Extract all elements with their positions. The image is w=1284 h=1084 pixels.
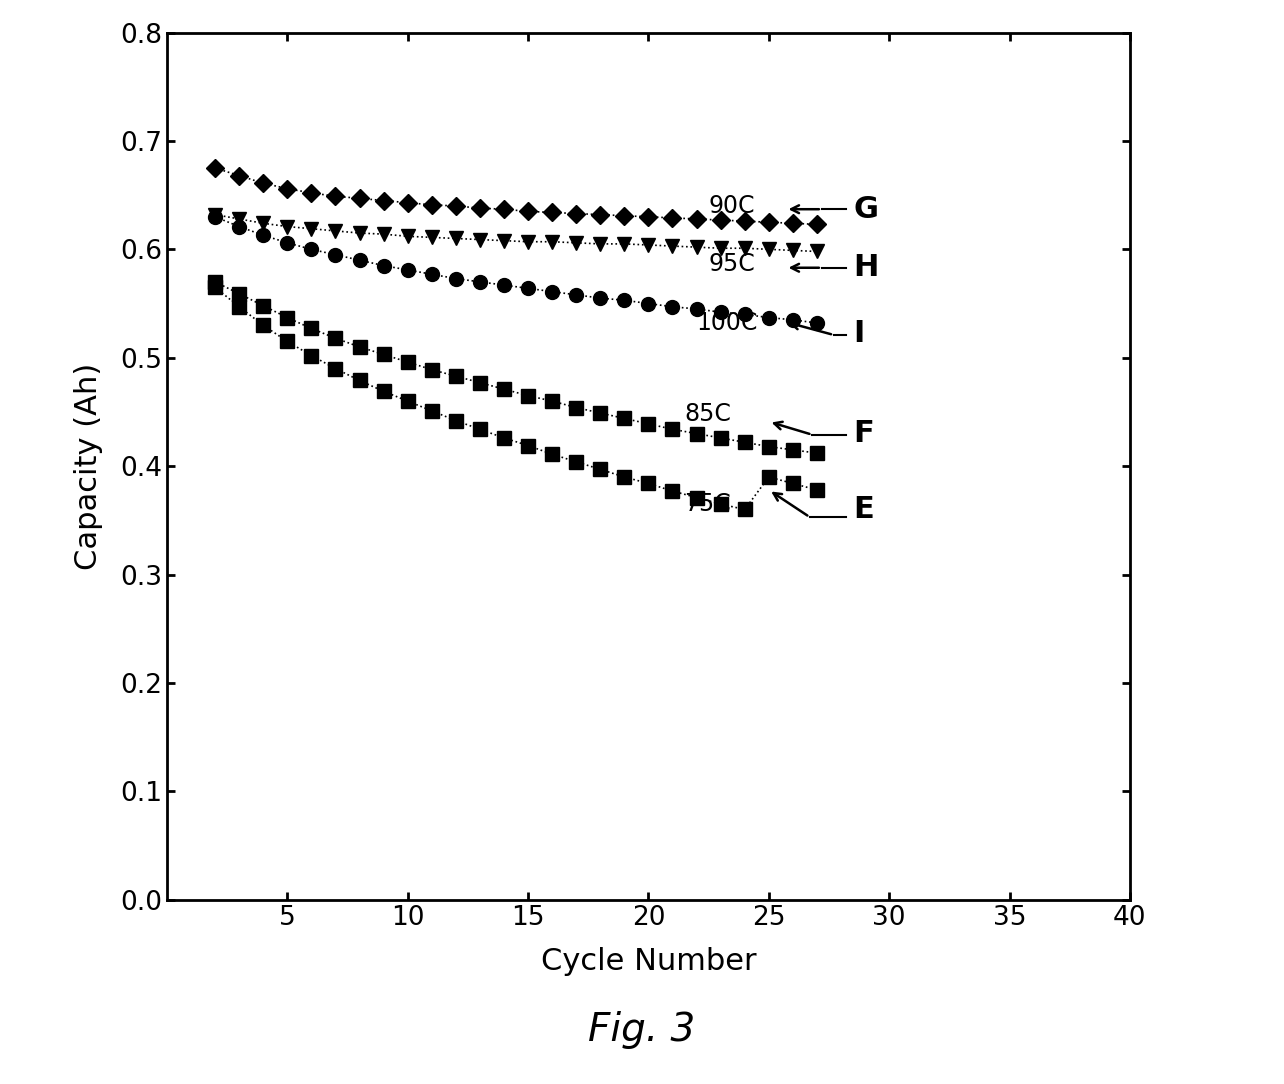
Text: I: I xyxy=(853,320,864,348)
Text: Fig. 3: Fig. 3 xyxy=(588,1010,696,1049)
Text: E: E xyxy=(853,495,874,524)
X-axis label: Cycle Number: Cycle Number xyxy=(541,947,756,977)
Text: H: H xyxy=(853,254,878,282)
Text: 100C: 100C xyxy=(697,311,758,335)
Text: 95C: 95C xyxy=(709,253,755,276)
Text: F: F xyxy=(853,420,874,448)
Text: G: G xyxy=(853,195,878,223)
Text: 90C: 90C xyxy=(709,194,755,218)
Text: 75C: 75C xyxy=(684,492,732,516)
Y-axis label: Capacity (Ah): Capacity (Ah) xyxy=(74,362,104,570)
Text: 85C: 85C xyxy=(684,402,732,426)
